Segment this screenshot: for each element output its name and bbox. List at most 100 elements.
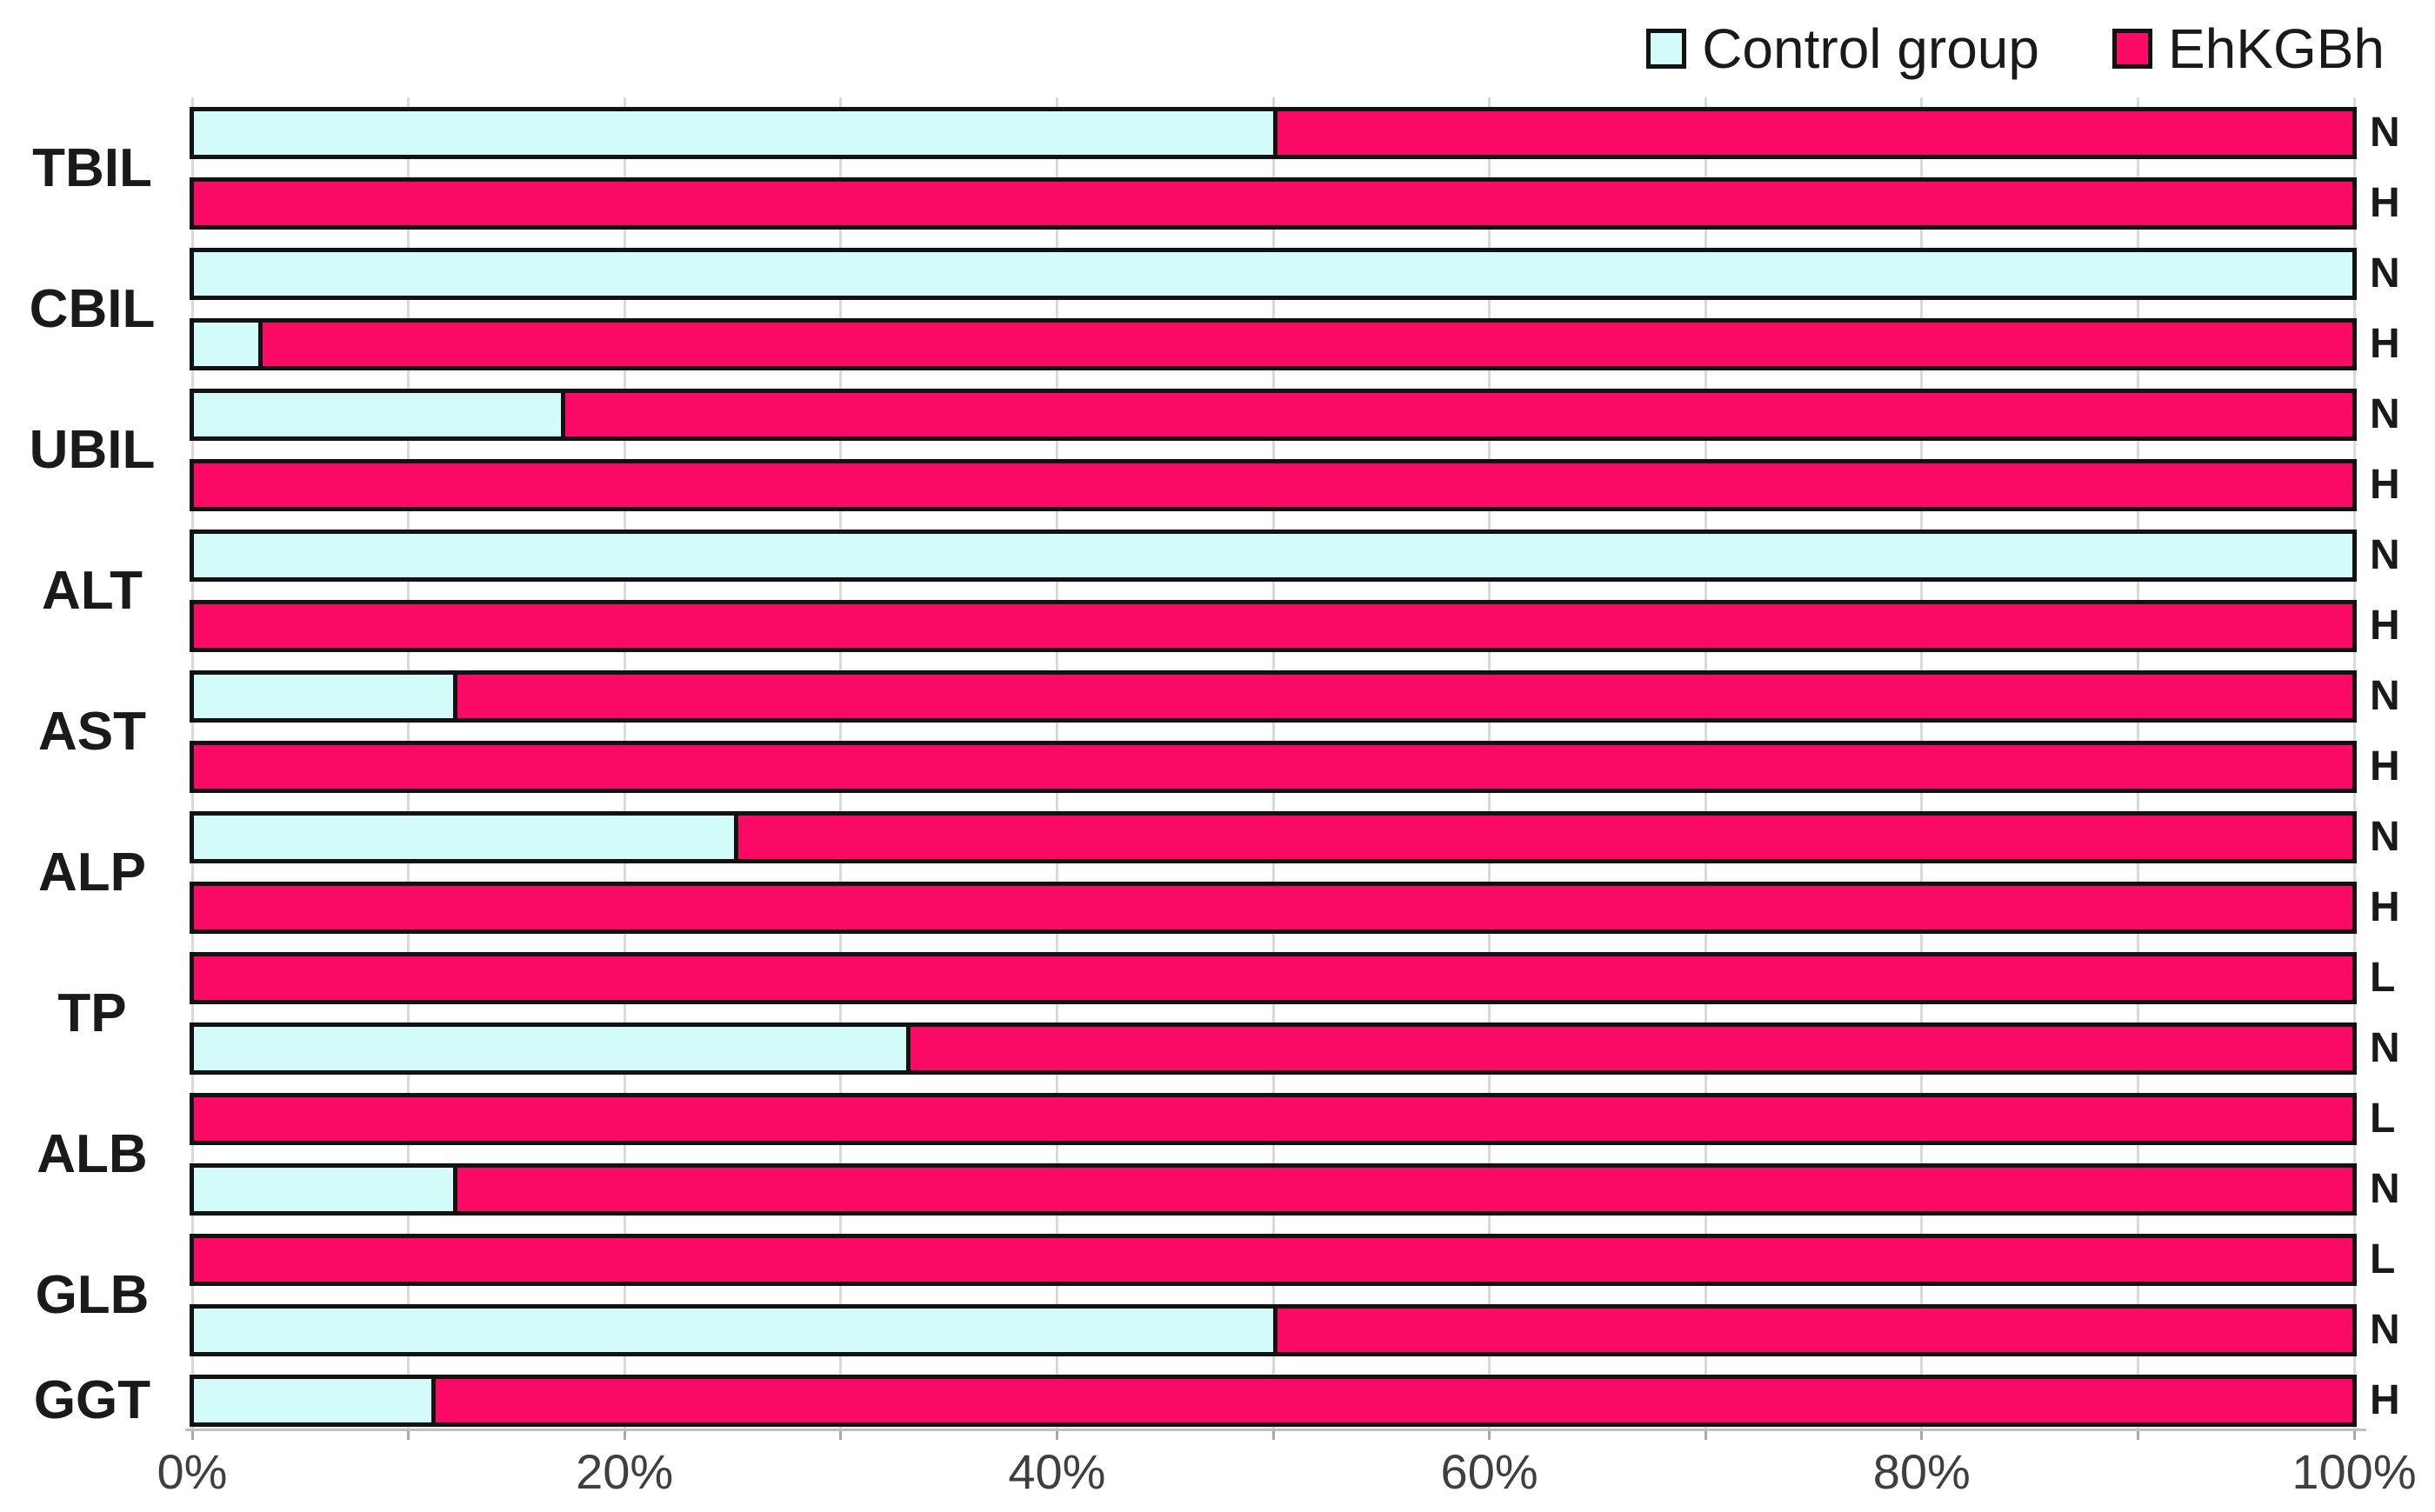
x-axis-tick — [2352, 1429, 2356, 1440]
bar-tp-l — [190, 952, 2357, 1004]
segment-ehkgbh — [1273, 1309, 2352, 1352]
legend: Control group EhKGBh — [1646, 16, 2385, 82]
x-axis-tick — [1920, 1429, 1924, 1440]
segment-ehkgbh — [194, 463, 2352, 507]
x-tick-label-100pct: 100% — [2292, 1444, 2417, 1499]
legend-label-control-group: Control group — [1702, 17, 2039, 80]
status-label-alb-l: L — [2370, 1096, 2396, 1142]
bar-alt-n — [190, 530, 2357, 582]
x-axis-tick — [623, 1429, 626, 1440]
bar-tp-n — [190, 1022, 2357, 1075]
bar-glb-n — [190, 1304, 2357, 1356]
status-label-ubil-n: N — [2370, 391, 2400, 437]
status-label-glb-l: L — [2370, 1236, 2396, 1282]
segment-ehkgbh — [194, 745, 2352, 789]
segment-control-group — [194, 323, 259, 366]
legend-swatch-ehkgbh-icon — [2111, 29, 2152, 69]
bar-cbil-h — [190, 318, 2357, 370]
segment-control-group — [194, 1309, 1273, 1352]
segment-ehkgbh — [194, 182, 2352, 225]
legend-item-control-group: Control group — [1646, 21, 2039, 77]
segment-ehkgbh — [560, 393, 2352, 436]
segment-ehkgbh — [194, 956, 2352, 1000]
status-label-glb-n: N — [2370, 1307, 2400, 1353]
category-label-ast: AST — [38, 701, 146, 762]
x-axis-tick — [1055, 1429, 1058, 1440]
status-label-tp-l: L — [2370, 955, 2396, 1001]
bar-ast-n — [190, 670, 2357, 723]
status-label-ubil-h: H — [2370, 462, 2400, 508]
status-label-tp-n: N — [2370, 1025, 2400, 1071]
segment-ehkgbh — [733, 816, 2352, 859]
status-label-ast-h: H — [2370, 743, 2400, 789]
status-label-ast-n: N — [2370, 673, 2400, 719]
segment-ehkgbh — [194, 1097, 2352, 1141]
segment-ehkgbh — [258, 323, 2352, 366]
segment-control-group — [194, 534, 2352, 577]
bar-alb-l — [190, 1093, 2357, 1145]
bar-cbil-n — [190, 248, 2357, 300]
category-label-tp: TP — [57, 982, 127, 1043]
status-label-tbil-h: H — [2370, 180, 2400, 226]
segment-control-group — [194, 1168, 453, 1211]
bar-ast-h — [190, 741, 2357, 793]
status-label-alp-n: N — [2370, 814, 2400, 860]
status-label-alt-h: H — [2370, 603, 2400, 649]
status-label-alt-n: N — [2370, 532, 2400, 578]
x-tick-label-60pct: 60% — [1440, 1444, 1538, 1499]
x-tick-label-80pct: 80% — [1872, 1444, 1971, 1499]
bar-alt-h — [190, 600, 2357, 652]
bar-tbil-h — [190, 177, 2357, 230]
bar-alp-h — [190, 882, 2357, 934]
category-label-glb: GLB — [35, 1264, 150, 1325]
category-label-alt: ALT — [42, 560, 143, 621]
category-label-alp: ALP — [38, 842, 146, 903]
status-label-cbil-n: N — [2370, 250, 2400, 296]
x-axis-tick — [839, 1429, 843, 1440]
x-axis-line — [185, 1429, 2366, 1431]
x-tick-label-40pct: 40% — [1008, 1444, 1106, 1499]
segment-control-group — [194, 393, 561, 436]
category-label-ggt: GGT — [33, 1370, 151, 1430]
segment-ehkgbh — [194, 1238, 2352, 1282]
status-label-alp-h: H — [2370, 884, 2400, 930]
segment-ehkgbh — [452, 1168, 2352, 1211]
category-label-tbil: TBIL — [32, 137, 152, 198]
segment-ehkgbh — [906, 1027, 2352, 1070]
x-axis-tick — [1704, 1429, 1707, 1440]
x-tick-label-0pct: 0% — [157, 1444, 228, 1499]
x-axis-tick — [2136, 1429, 2139, 1440]
status-label-ggt-h: H — [2370, 1377, 2400, 1423]
x-axis-tick — [407, 1429, 410, 1440]
segment-control-group — [194, 111, 1273, 155]
segment-ehkgbh — [452, 675, 2352, 718]
segment-control-group — [194, 816, 734, 859]
segment-control-group — [194, 675, 453, 718]
segment-ehkgbh — [1273, 111, 2352, 155]
legend-label-ehkgbh: EhKGBh — [2167, 17, 2385, 80]
bar-ggt-h — [190, 1375, 2357, 1427]
bar-alb-n — [190, 1163, 2357, 1216]
legend-swatch-control-group-icon — [1646, 29, 1687, 69]
bar-tbil-n — [190, 107, 2357, 159]
legend-item-ehkgbh: EhKGBh — [2111, 17, 2385, 80]
bar-alp-n — [190, 811, 2357, 863]
bar-ubil-n — [190, 389, 2357, 441]
x-axis-tick — [1271, 1429, 1275, 1440]
status-label-alb-n: N — [2370, 1166, 2400, 1212]
segment-control-group — [194, 1027, 907, 1070]
category-label-ubil: UBIL — [29, 419, 156, 480]
segment-ehkgbh — [194, 604, 2352, 648]
x-axis-tick — [190, 1429, 194, 1440]
status-label-cbil-h: H — [2370, 321, 2400, 367]
segment-ehkgbh — [194, 886, 2352, 929]
category-label-cbil: CBIL — [29, 278, 156, 339]
status-label-tbil-n: N — [2370, 110, 2400, 156]
segment-control-group — [194, 1379, 432, 1422]
segment-ehkgbh — [431, 1379, 2352, 1422]
category-label-alb: ALB — [37, 1123, 148, 1184]
